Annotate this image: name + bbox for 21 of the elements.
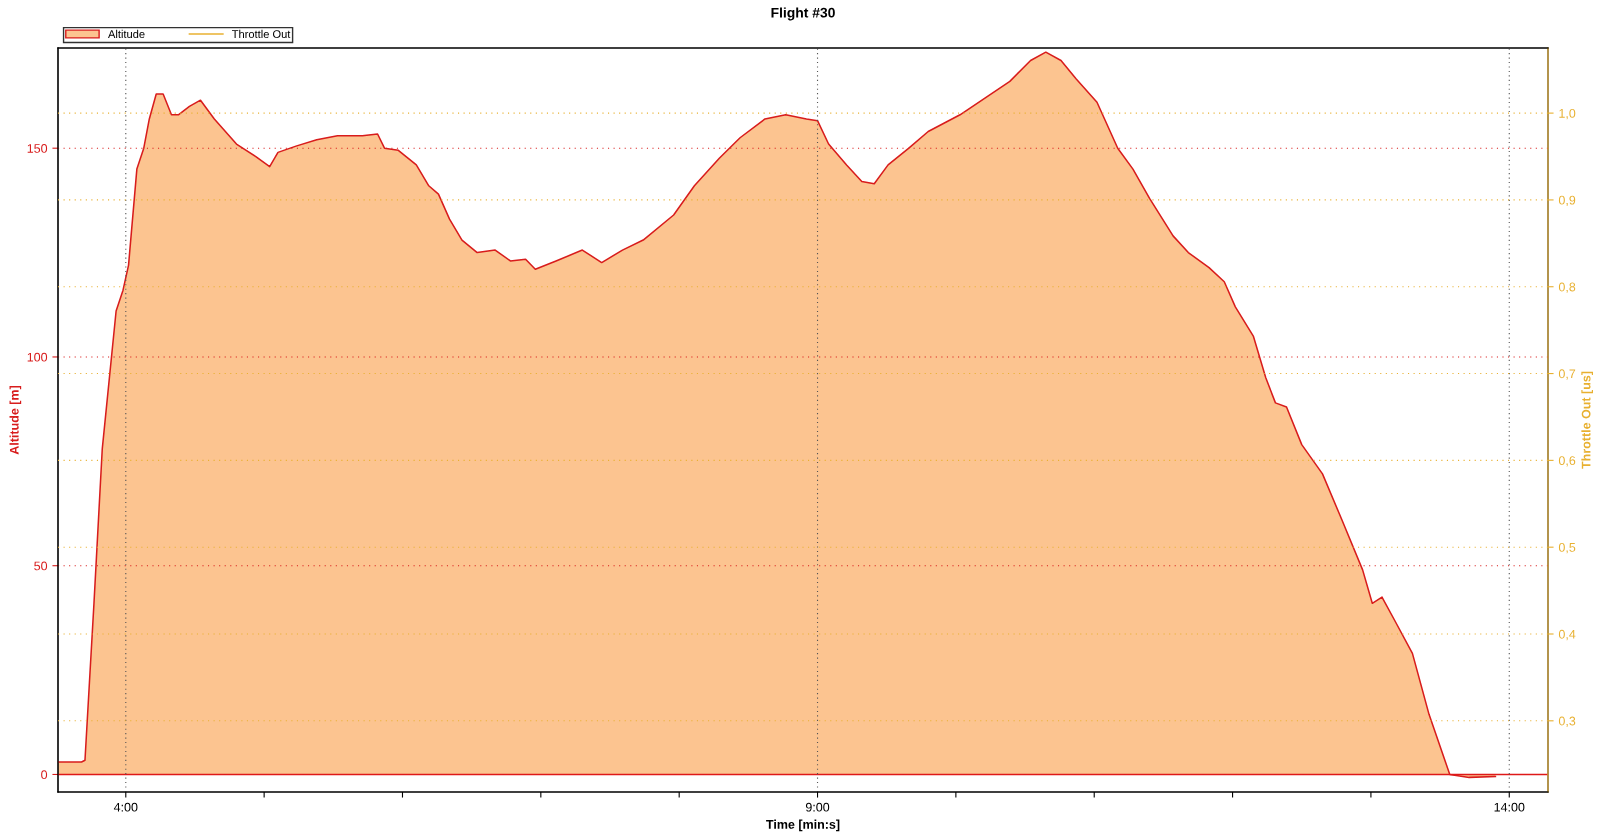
y2-axis-title: Throttle Out [us] — [1581, 371, 1593, 469]
y-tick-label: 0 — [41, 770, 48, 780]
y-tick-label: 50 — [34, 561, 48, 571]
y2-tick-label: 0,3 — [1558, 716, 1576, 727]
legend-label: Altitude — [108, 29, 145, 39]
y-tick-label: 150 — [27, 144, 48, 153]
chart-title: Flight #30 — [771, 7, 835, 21]
y2-tick-label: 0,8 — [1558, 282, 1576, 293]
x-tick-label: 9:00 — [805, 802, 830, 812]
x-tick-label: 4:00 — [113, 802, 138, 812]
y-axis-title: Altitude [m] — [9, 385, 22, 455]
x-axis-title: Time [min:s] — [766, 819, 840, 832]
x-tick-label: 14:00 — [1494, 802, 1525, 812]
y2-tick-label: 0,6 — [1558, 456, 1576, 467]
y2-tick-label: 1,0 — [1559, 108, 1576, 120]
y-tick-label: 100 — [27, 352, 48, 362]
y2-tick-label: 0,5 — [1558, 542, 1576, 554]
y2-tick-label: 0,7 — [1558, 369, 1576, 380]
y2-tick-label: 0,4 — [1558, 629, 1576, 641]
y2-tick-label: 0,9 — [1558, 195, 1576, 207]
legend-label: Throttle Out — [231, 29, 291, 39]
